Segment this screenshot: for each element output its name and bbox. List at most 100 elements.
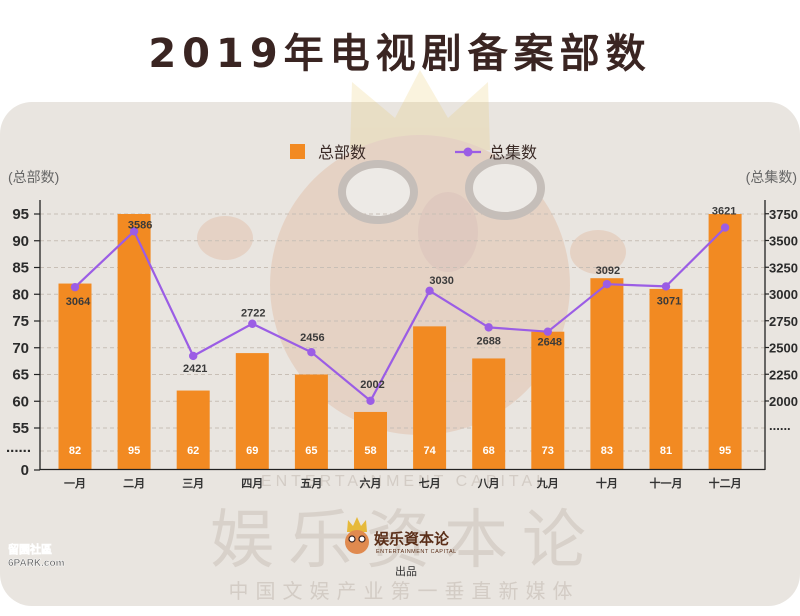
line-point-month-2	[129, 227, 139, 236]
bar-month-4	[235, 353, 269, 469]
x-tick-label: 二月	[123, 477, 145, 490]
bar-value-label: 81	[660, 445, 672, 457]
legend-line-dot	[463, 147, 473, 157]
left-axis-title: (总部数)	[8, 169, 59, 185]
page-title: 2019年电视剧备案部数	[148, 31, 652, 77]
left-tick-label: 70	[12, 340, 29, 357]
x-tick-label: 一月	[64, 477, 86, 490]
legend-line-label: 总集数	[489, 144, 537, 162]
producer-label: 出品	[395, 564, 417, 578]
x-tick-label: 五月	[300, 477, 322, 490]
right-tick-label: 2500	[769, 341, 798, 356]
bar-value-label: 82	[69, 445, 81, 457]
line-point-month-8	[484, 323, 493, 332]
right-tick-label: 3000	[769, 287, 798, 302]
bar-month-12	[708, 214, 742, 469]
line-value-label: 2421	[183, 363, 207, 375]
bar-month-3	[176, 390, 210, 469]
x-tick-label: 六月	[360, 476, 382, 490]
bar-month-1	[58, 283, 92, 469]
mascot-right-hand	[570, 230, 626, 274]
right-axis-title: (总集数)	[746, 169, 797, 185]
line-value-label: 2456	[300, 332, 324, 344]
line-value-label: 3586	[128, 219, 152, 231]
legend-bar-swatch	[290, 144, 305, 159]
x-tick-label: 十一月	[650, 476, 683, 490]
line-value-label: 2648	[538, 337, 562, 349]
left-tick-label: 60	[12, 393, 29, 410]
line-value-label: 2002	[360, 379, 384, 391]
axes: 95 90 85 80 75 70 65 60 55 0...... 3750 3500 3250 300…	[6, 200, 798, 490]
line-point-month-1	[70, 282, 80, 292]
bar-value-label: 74	[423, 445, 436, 457]
left-tick-label: 80	[12, 286, 29, 303]
bar-value-label: 62	[187, 445, 199, 457]
mascot-crown	[350, 70, 490, 150]
bar-month-2	[117, 214, 151, 469]
line-point-month-6	[366, 396, 375, 405]
line-point-month-7	[425, 286, 434, 295]
right-tick-label: 2750	[769, 314, 798, 329]
line-point-month-9	[543, 327, 552, 336]
bar-value-label: 58	[364, 445, 376, 457]
logo-mascot-eye-icon	[348, 535, 356, 543]
x-tick-label: 十二月	[709, 476, 742, 490]
left-tick-label: 55	[12, 420, 29, 437]
watermark-brand: 娱乐资本论	[210, 504, 600, 578]
line-value-label: 2722	[241, 308, 265, 320]
bar-value-label: 65	[305, 445, 317, 457]
watermark-slogan: 中国文娱产业第一垂直新媒体	[229, 580, 580, 603]
x-tick-label: 三月	[182, 477, 204, 490]
right-tick-label: 3750	[769, 207, 798, 222]
bar-month-7	[413, 326, 447, 469]
line-point-month-3	[189, 351, 198, 361]
x-tick-label: 七月	[419, 476, 441, 490]
line-value-label: 3071	[657, 295, 681, 307]
right-tick-label: 2000	[769, 394, 798, 409]
line-point-month-11	[661, 282, 671, 291]
line-point-month-12	[720, 223, 730, 232]
site-mark-name: 留園社區	[8, 542, 52, 556]
logo-subtext: ENTERTAINMENT CAPITAL	[376, 549, 457, 555]
site-mark: 留園社區 6PARK.com	[8, 542, 65, 570]
right-tick-label: 3250	[769, 260, 798, 275]
line-path	[74, 226, 726, 402]
watermark-tagline: ENTERTAINMENT CAPITAL	[261, 473, 549, 490]
right-tick-label: 3500	[769, 234, 798, 249]
line-point-month-10	[602, 279, 612, 289]
mascot-mouth	[418, 192, 478, 272]
x-tick-label: 十月	[596, 476, 618, 490]
mascot-left-eye	[338, 160, 418, 224]
chart-panel	[0, 102, 800, 606]
bar-month-5	[294, 374, 328, 469]
x-tick-label: 八月	[477, 477, 500, 490]
bar-month-10	[590, 278, 624, 469]
line-value-label: 2688	[476, 335, 500, 347]
line-point-month-4	[248, 319, 257, 328]
gridlines	[40, 213, 765, 452]
bar-value-label: 73	[542, 445, 554, 457]
right-tick-label: 2250	[769, 367, 798, 382]
mascot-left-hand	[197, 216, 253, 260]
bar-value-label: 95	[128, 445, 140, 457]
bar-series	[58, 214, 742, 469]
left-tick-label: 65	[12, 367, 29, 384]
x-tick-label: 九月	[536, 476, 559, 490]
logo-text: 娱乐資本论	[374, 530, 450, 548]
logo-mascot-eye-icon	[358, 535, 366, 543]
left-tick-label: 90	[12, 233, 29, 250]
left-tick-label: 75	[12, 313, 29, 330]
brand-logo: 娱乐資本论 ENTERTAINMENT CAPITAL	[345, 517, 457, 555]
line-value-label: 3064	[66, 296, 91, 308]
left-axis-break: ......	[6, 439, 31, 456]
bar-value-label: 83	[601, 445, 613, 457]
logo-crown-icon	[347, 517, 367, 532]
bar-month-11	[649, 288, 683, 469]
legend-bar-label: 总部数	[318, 144, 366, 162]
left-tick-label: 95	[12, 206, 29, 223]
data-labels: 82 95 62 69 65 58 74 68 73 83 81 95 3064 3586 2421 2722…	[66, 206, 737, 457]
bar-value-label: 95	[719, 445, 731, 457]
line-value-label: 3092	[596, 265, 620, 277]
left-tick-label: 85	[12, 260, 29, 277]
